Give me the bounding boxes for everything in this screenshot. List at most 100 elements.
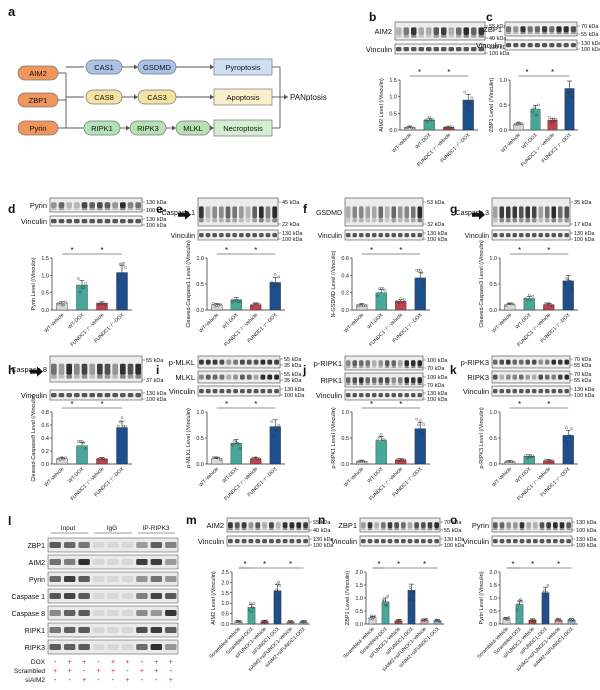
blot-band-lane	[493, 374, 498, 380]
kda-label: 100 kDa	[146, 208, 167, 214]
blot-band-lane-lower	[427, 528, 433, 531]
blot-band-lane	[493, 359, 498, 365]
data-point	[422, 423, 426, 426]
bar	[407, 590, 416, 625]
blot-band-lane	[513, 26, 519, 33]
data-point	[236, 442, 240, 445]
coip-band	[150, 610, 163, 616]
blot-band-lane-lower	[97, 374, 103, 379]
kda-label: 55 kDa	[444, 528, 462, 534]
arrow-to-necroptosis-head	[210, 125, 214, 131]
blot-band-lane	[526, 539, 531, 544]
data-point	[537, 103, 540, 107]
blot-band-lane	[205, 389, 211, 394]
panoptosis-label: PANptosis	[290, 93, 327, 102]
blot-band-lane	[538, 233, 543, 238]
coip-band	[165, 559, 177, 565]
coip-band	[150, 627, 163, 633]
y-tick-label: 1.0	[41, 273, 49, 279]
x-tick-label: WT-DOX	[67, 466, 86, 485]
data-point	[60, 303, 64, 307]
y-tick-label: 0.0	[489, 462, 497, 468]
data-point	[420, 432, 424, 436]
blot-band-lane	[463, 27, 469, 35]
data-point	[64, 300, 67, 304]
sensor-pyrin-label: Pyrin	[29, 124, 46, 133]
data-point	[78, 290, 82, 294]
data-point	[505, 618, 508, 621]
blot-band-lane	[245, 233, 251, 238]
blot-band-lane	[493, 233, 498, 238]
blot-frame	[491, 197, 571, 227]
data-point	[381, 438, 385, 441]
data-point	[447, 126, 451, 130]
data-point	[117, 278, 120, 282]
blot-band-lane	[404, 233, 409, 238]
bar	[462, 99, 474, 131]
blot-band-lane	[97, 363, 103, 375]
data-point	[252, 602, 256, 605]
coip-mark: -	[112, 677, 115, 684]
y-axis-label: ZBP1 Level (/Vinculin)	[489, 78, 495, 132]
bar-chart-h: 0.0 0.2 0.4 0.6 0.8 Cleaved-Caspase8 Level (/…	[31, 394, 132, 502]
coip-band	[78, 644, 90, 650]
data-point	[404, 126, 408, 130]
kda-label: 35 kDa	[574, 200, 592, 206]
coip-band	[107, 542, 119, 548]
blot-d-pyrin: Pyrin 130 kDa 100 kDa	[30, 197, 167, 214]
panel-letter-j: j	[302, 363, 306, 377]
data-point	[252, 302, 256, 305]
sig-marker: *	[525, 68, 528, 77]
coip-band	[78, 542, 90, 548]
blot-band-lane	[506, 359, 511, 365]
data-point	[372, 616, 375, 619]
bar	[269, 426, 281, 465]
blot-band-lane	[404, 377, 409, 384]
blot-label: p-MLKL	[169, 358, 195, 367]
blot-band-lane	[272, 233, 277, 238]
blot-band-lane	[232, 233, 237, 238]
data-point	[518, 122, 522, 126]
blot-band-lane	[394, 539, 399, 544]
coip-band	[92, 559, 105, 565]
data-point	[548, 116, 551, 119]
data-point	[526, 456, 529, 460]
bar	[564, 88, 575, 131]
data-point	[233, 440, 236, 443]
y-tick-label: 2.5	[221, 570, 229, 576]
kda-label: 100 kDa	[427, 358, 448, 364]
data-point	[265, 619, 269, 623]
blot-band-lane	[259, 206, 264, 219]
blot-band-lane	[269, 522, 274, 529]
blot-band-lane	[417, 377, 422, 384]
blot-band-lane-lower	[234, 528, 240, 531]
blot-band-lane	[112, 393, 118, 398]
data-point	[563, 282, 566, 285]
blot-band-lane	[74, 393, 80, 398]
data-point	[303, 620, 306, 624]
coip-band	[150, 576, 163, 582]
kda-label: 100 kDa	[427, 375, 448, 381]
y-tick-label: 0.8	[41, 410, 49, 416]
blot-band-lane	[219, 389, 225, 394]
data-point	[383, 289, 387, 292]
x-tick-label: WT-DOX	[514, 312, 533, 331]
blot-band-lane	[104, 393, 111, 398]
bar	[211, 458, 223, 465]
y-tick-label: 0.2	[41, 449, 49, 455]
blot-band-lane	[239, 233, 244, 238]
x-tick-label: WT-DOX	[67, 312, 86, 331]
kda-label: 130 kDa	[427, 391, 448, 397]
blot-band-lane	[255, 539, 261, 544]
blot-band-lane	[199, 359, 204, 365]
y-tick-label: 0.5	[489, 282, 497, 288]
blot-band-lane-lower	[513, 32, 519, 35]
blot-band-lane	[262, 522, 267, 529]
blot-band-lane	[66, 202, 72, 209]
panel-letter-b: b	[369, 10, 376, 24]
y-tick-label: 0.0	[41, 308, 49, 314]
